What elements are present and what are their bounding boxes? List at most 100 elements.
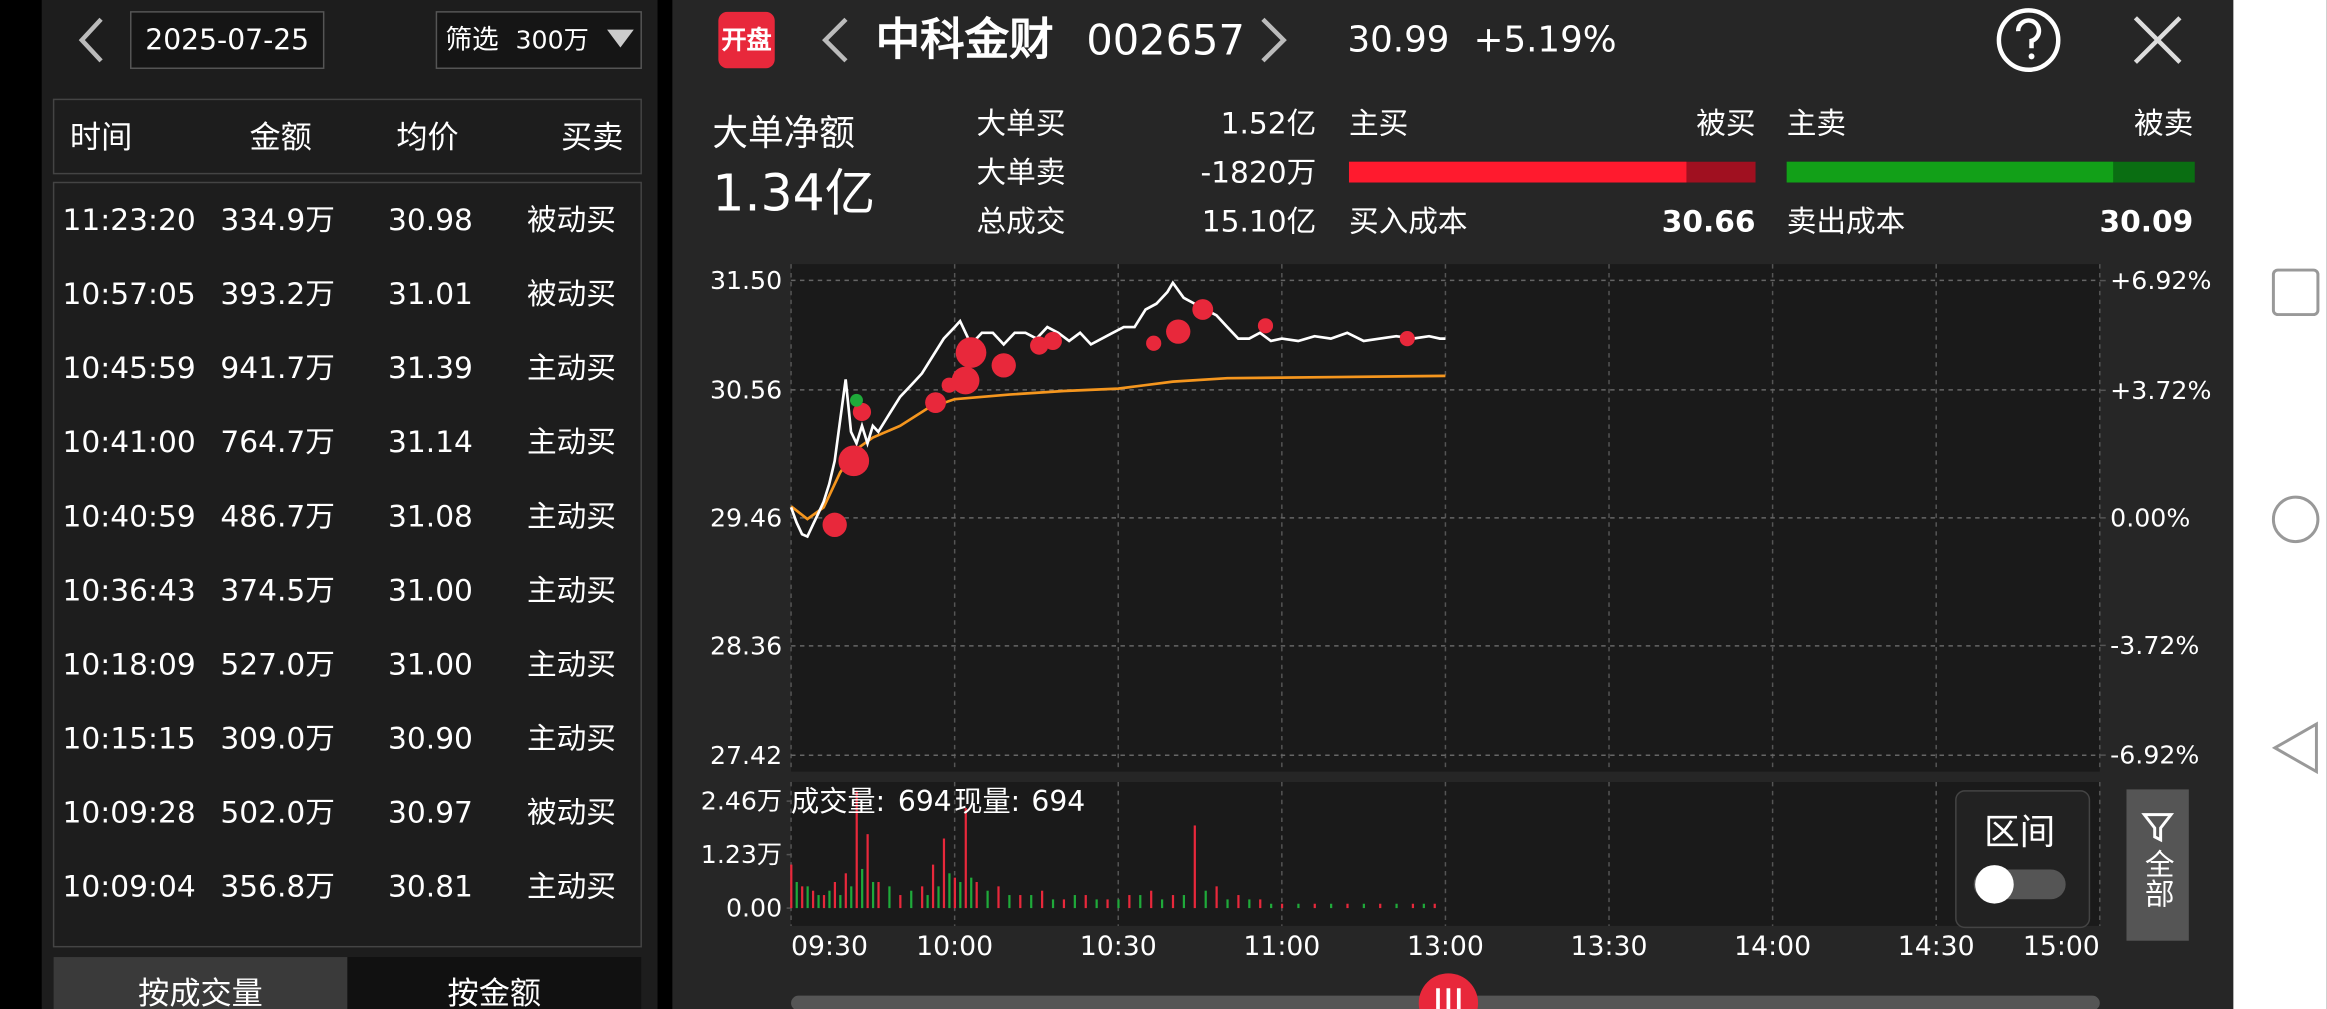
change: +5.19%: [1474, 20, 1617, 61]
row-amount: 764.7万: [220, 424, 335, 459]
row-amount: 486.7万: [220, 498, 335, 533]
row-type: 主动买: [527, 720, 616, 755]
label: 被买: [1696, 106, 1755, 141]
net-label: 大单净额: [712, 113, 854, 154]
row-time: 10:36:43: [63, 572, 196, 607]
label: 被卖: [2134, 106, 2193, 141]
volume-bar: [855, 790, 858, 909]
row-price: 30.98: [388, 202, 473, 237]
buy-bar: [1348, 161, 1687, 183]
volume-bar: [828, 890, 831, 909]
row-time: 10:09:28: [63, 794, 196, 829]
volume-bar: [937, 886, 940, 909]
row-amount: 334.9万: [220, 202, 335, 237]
volume-bar: [948, 873, 951, 909]
help-button[interactable]: [1996, 8, 2061, 72]
volume-bar: [964, 808, 967, 909]
current-value: 694: [1031, 785, 1085, 818]
row-price: 31.08: [388, 498, 473, 533]
column-header: 时间: [70, 120, 132, 156]
label: 大单卖: [977, 155, 1066, 190]
row-amount: 374.5万: [220, 572, 335, 607]
prev-stock[interactable]: [822, 17, 848, 63]
filter-box[interactable]: [435, 11, 642, 69]
volume-bar: [1117, 899, 1120, 909]
volume-bar: [1204, 890, 1207, 909]
volume-bar: [1193, 825, 1196, 909]
value: 15.10亿: [1202, 204, 1317, 239]
volume-bar: [1226, 899, 1229, 909]
row-amount: 502.0万: [220, 794, 335, 829]
date-box[interactable]: [130, 11, 325, 69]
y-tick-label: 2.46万: [701, 787, 782, 816]
filter-icon: [2141, 813, 2175, 843]
volume-bar: [1379, 903, 1382, 909]
sell-bar: [1786, 161, 2114, 183]
next-stock[interactable]: [1261, 17, 1287, 63]
volume-bar: [1433, 903, 1436, 909]
volume-bar: [986, 890, 989, 909]
volume-bar: [1411, 903, 1415, 909]
volume-bar: [1259, 899, 1262, 909]
x-tick-label: 14:30: [1898, 931, 1975, 962]
volume-bar: [997, 886, 1000, 909]
badge: [718, 11, 775, 69]
tab[interactable]: [53, 957, 348, 1009]
volume-bar: [1237, 895, 1240, 909]
volume-bar: [1395, 903, 1398, 909]
tab-label: 按金额: [448, 976, 541, 1009]
nav-back[interactable]: [2271, 721, 2318, 775]
volume-bar: [953, 877, 956, 909]
label: 买入成本: [1349, 204, 1468, 239]
y-tick-label: 0.00: [726, 894, 782, 923]
row-amount: 356.8万: [220, 868, 335, 903]
y-tick-label: 27.42: [710, 741, 782, 770]
net-value: 1.34亿: [712, 163, 875, 222]
volume-bar: [795, 882, 798, 909]
volume-bar: [1128, 895, 1131, 909]
row-amount: 941.7万: [220, 350, 335, 385]
big-order: [822, 512, 847, 537]
help-icon: [2015, 18, 2042, 49]
prev-day[interactable]: [78, 17, 103, 63]
volume-bar: [1051, 899, 1055, 909]
volume-bar: [822, 895, 826, 909]
volume-bar: [877, 882, 880, 909]
volume-bar: [801, 886, 804, 909]
big-order: [951, 366, 980, 395]
row-price: 30.81: [388, 868, 473, 903]
volume-bar: [1008, 895, 1011, 909]
y2-tick-label: +3.72%: [2110, 376, 2211, 405]
nav-home[interactable]: [2271, 495, 2320, 544]
volume-bar: [1073, 895, 1076, 909]
volume-bar: [910, 890, 913, 909]
volume-bar: [806, 886, 809, 909]
big-order: [991, 353, 1016, 378]
row-type: 主动买: [527, 424, 616, 459]
row-time: 10:57:05: [63, 276, 196, 311]
nav-recent[interactable]: [2271, 268, 2320, 317]
close-button[interactable]: [2133, 16, 2182, 64]
y-tick-label: 28.36: [710, 631, 782, 660]
volume-bar: [1150, 890, 1153, 909]
volume-bar: [1280, 903, 1284, 909]
row-time: 11:23:20: [63, 202, 196, 237]
volume-value: 694: [898, 785, 952, 818]
badge-text: 开盘: [721, 26, 771, 55]
big-order: [1043, 331, 1062, 351]
row-price: 31.00: [388, 646, 473, 681]
tab-active[interactable]: [347, 957, 642, 1009]
y2-tick-label: +6.92%: [2110, 266, 2211, 295]
row-time: 10:09:04: [63, 868, 196, 903]
row-price: 31.39: [388, 350, 473, 385]
big-order: [1192, 299, 1214, 320]
volume-bar: [1182, 895, 1186, 909]
row-price: 30.97: [388, 794, 473, 829]
row-type: 主动买: [527, 498, 616, 533]
big-order: [1399, 331, 1415, 347]
volume-bar: [1270, 903, 1273, 909]
column-header: 买卖: [561, 120, 623, 156]
volume-bar: [1330, 903, 1333, 909]
y-tick-label: 31.50: [710, 266, 782, 295]
row-type: 主动买: [527, 350, 616, 385]
